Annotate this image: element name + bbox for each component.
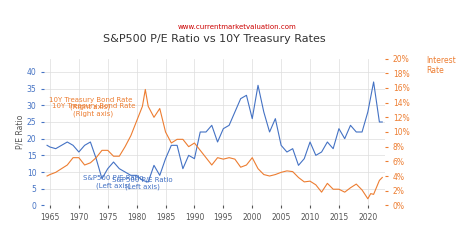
Y-axis label: Interest
Rate: Interest Rate: [426, 56, 456, 75]
Y-axis label: P/E Ratio: P/E Ratio: [15, 115, 24, 149]
Text: S&P500 P/E Ratio
(Left axis): S&P500 P/E Ratio (Left axis): [83, 175, 144, 188]
Text: S&P500 P/E Ratio
(Left axis): S&P500 P/E Ratio (Left axis): [112, 177, 173, 190]
Text: 10Y Treasury Bond Rate
(Right axis): 10Y Treasury Bond Rate (Right axis): [49, 97, 132, 110]
Title: S&P500 P/E Ratio vs 10Y Treasury Rates: S&P500 P/E Ratio vs 10Y Treasury Rates: [103, 34, 326, 44]
Text: 10Y Treasury Bond Rate
(Right axis): 10Y Treasury Bond Rate (Right axis): [52, 103, 135, 117]
Text: www.currentmarketvaluation.com: www.currentmarketvaluation.com: [178, 24, 296, 30]
